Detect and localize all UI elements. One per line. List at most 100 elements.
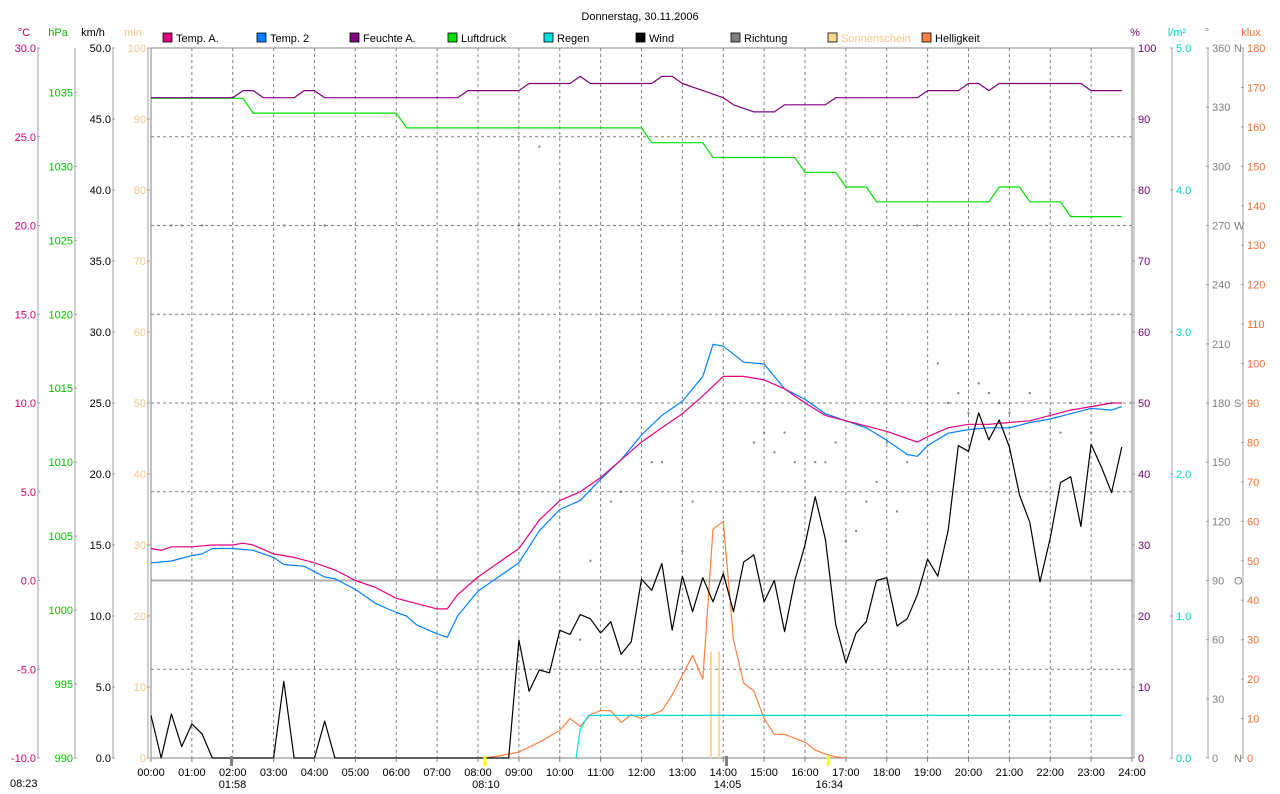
tick-label-direction: 30 [1212, 694, 1224, 706]
tick-label-humidity: 50 [1138, 398, 1150, 410]
tick-label-direction: 0 [1212, 753, 1218, 765]
x-tick-label: 04:00 [301, 767, 329, 779]
legend-label: Helligkeit [935, 33, 980, 45]
legend: Temp. A. Temp. 2 Feuchte A. Luftdruck Regen W… [162, 32, 980, 45]
direction-point [783, 431, 786, 434]
tick-label-direction: 330 [1212, 102, 1230, 114]
tick-label-direction: 360 [1212, 43, 1230, 55]
tick-label-pressure: 1035 [49, 87, 73, 99]
direction-point [752, 441, 755, 444]
tick-label-humidity: 30 [1138, 540, 1150, 552]
tick-label-sunshine: 70 [134, 256, 146, 268]
x-tick-label: 12:00 [628, 767, 656, 779]
tick-label-rain: 3.0 [1176, 327, 1191, 339]
direction-point [681, 549, 684, 552]
legend-swatch [730, 32, 741, 43]
x-axis: 00:00 01:00 02:00 03:00 04:00 05:00 06:00 07:00… [137, 758, 1146, 779]
series-temp-2 [150, 343, 1122, 638]
axis-unit-temp: °C [18, 27, 30, 39]
tick-label-humidity: 90 [1138, 114, 1150, 126]
tick-label-sunshine: 90 [134, 114, 146, 126]
tick-label-humidity: 20 [1138, 611, 1150, 623]
axis-unit-humidity: % [1130, 27, 1140, 39]
tick-label-wind: 15.0 [90, 540, 111, 552]
tick-label-pressure: 1030 [49, 161, 73, 173]
direction-point [865, 500, 868, 503]
direction-point [906, 461, 909, 464]
legend-label: Luftdruck [461, 33, 507, 45]
series-luftdruck [151, 97, 1122, 218]
tick-label-temp: 20.0 [15, 221, 36, 233]
direction-point [936, 362, 939, 365]
legend-label: Feuchte A. [363, 33, 416, 45]
series-line [575, 714, 1122, 759]
tick-label-sunshine: 0 [140, 753, 146, 765]
tick-label-sunshine: 20 [134, 611, 146, 623]
tick-label-humidity: 0 [1138, 753, 1144, 765]
x-tick-label: 03:00 [260, 767, 288, 779]
tick-label-direction: 240 [1212, 280, 1230, 292]
direction-point [650, 461, 653, 464]
direction-point [1028, 392, 1031, 395]
direction-point [589, 559, 592, 562]
tick-label-pressure: 1000 [49, 605, 73, 617]
tick-label-pressure: 990 [55, 753, 73, 765]
axis-unit-sunshine: min [124, 27, 142, 39]
legend-swatch [447, 32, 458, 43]
axis-units: °C hPa km/h min% l/m² ° klux [18, 27, 1261, 39]
tick-label-wind: 20.0 [90, 469, 111, 481]
tick-label-brightness: 60 [1247, 516, 1259, 528]
direction-point [967, 411, 970, 414]
series-temp-a- [150, 375, 1122, 610]
direction-point [844, 540, 847, 543]
direction-point [885, 441, 888, 444]
x-tick-label: 07:00 [423, 767, 451, 779]
x-tick-label: 09:00 [505, 767, 533, 779]
tick-label-humidity: 10 [1138, 682, 1150, 694]
x-tick-label: 20:00 [955, 767, 983, 779]
tick-label-wind: 30.0 [90, 327, 111, 339]
legend-swatch [349, 32, 360, 43]
legend-label: Temp. 2 [270, 33, 309, 45]
legend-swatch [921, 32, 932, 43]
series-line [484, 520, 846, 759]
tick-label-wind: 35.0 [90, 256, 111, 268]
direction-point [895, 510, 898, 513]
footer-left-time: 08:23 [10, 778, 38, 790]
axis-unit-wind: km/h [81, 27, 105, 39]
tick-label-brightness: 80 [1247, 437, 1259, 449]
tick-label-sunshine: 80 [134, 185, 146, 197]
tick-label-brightness: 40 [1247, 595, 1259, 607]
tick-label-sunshine: 30 [134, 540, 146, 552]
direction-point [957, 392, 960, 395]
x-tick-label: 08:00 [464, 767, 492, 779]
series-layer [150, 75, 1123, 759]
tick-label-humidity: 40 [1138, 469, 1150, 481]
axis-unit-brightness: klux [1241, 27, 1261, 39]
tick-label-wind: 40.0 [90, 185, 111, 197]
direction-point [538, 145, 541, 148]
direction-point [824, 461, 827, 464]
x-tick-label: 21:00 [996, 767, 1024, 779]
legend-swatch [162, 32, 173, 43]
tick-label-direction: 120 [1212, 516, 1230, 528]
tick-label-brightness: 0 [1247, 753, 1253, 765]
legend-label: Wind [649, 33, 674, 45]
legend-swatch [635, 32, 646, 43]
direction-point [282, 224, 285, 227]
event-label-moonrise: 14:05 [714, 779, 742, 791]
tick-label-direction: 300 [1212, 161, 1230, 173]
direction-point [691, 500, 694, 503]
x-tick-label: 01:00 [178, 767, 206, 779]
x-tick-label: 15:00 [750, 767, 778, 779]
tick-label-direction: 150 [1212, 457, 1230, 469]
tick-label-wind: 5.0 [96, 682, 111, 694]
compass-label: N [1234, 753, 1242, 765]
tick-label-temp: -10.0 [11, 753, 36, 765]
legend-swatch [256, 32, 267, 43]
legend-label: Temp. A. [176, 33, 219, 45]
series-line [151, 75, 1122, 113]
tick-label-temp: 10.0 [15, 398, 36, 410]
tick-label-pressure: 1015 [49, 383, 73, 395]
